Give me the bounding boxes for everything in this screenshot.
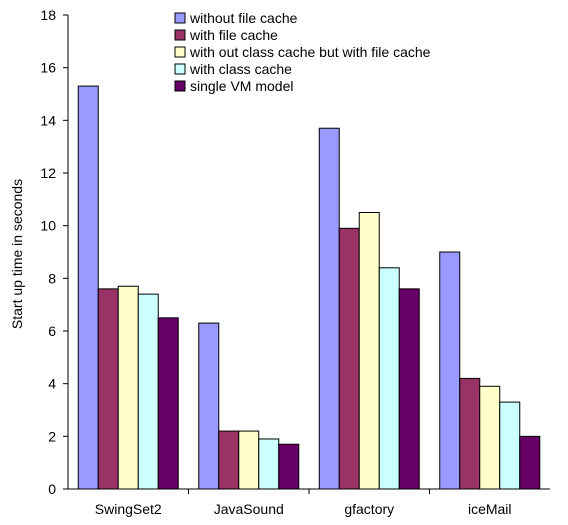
x-tick-label: iceMail — [468, 501, 512, 517]
bar-5-3 — [398, 288, 420, 490]
y-tick-label: 0 — [48, 481, 56, 497]
bar-4-2 — [258, 438, 280, 490]
bar-3-4 — [479, 385, 501, 490]
bar-2-3 — [338, 227, 360, 490]
y-tick-label: 2 — [48, 428, 56, 444]
bar-1-4 — [439, 251, 461, 490]
bar-4-1 — [137, 293, 159, 490]
bar-4-3 — [378, 267, 400, 490]
legend-label: without file cache — [189, 10, 298, 26]
x-labels-group: SwingSet2 JavaSound gfactory iceMail — [95, 489, 512, 517]
bar-2-4 — [459, 377, 481, 490]
x-tick-label: SwingSet2 — [95, 501, 162, 517]
y-tick-label: 14 — [40, 112, 56, 128]
legend-label: with out class cache but with file cache — [189, 44, 431, 60]
bar-3-2 — [238, 430, 260, 490]
legend-label: single VM model — [190, 78, 294, 94]
bar-3-3 — [358, 212, 380, 490]
y-tick-label: 6 — [48, 323, 56, 339]
bar-4-4 — [499, 401, 521, 490]
y-ticks-group: 0 2 4 6 8 10 12 14 16 18 — [40, 7, 68, 497]
legend-swatch — [174, 46, 186, 58]
bar-1-1 — [77, 85, 99, 490]
bars-group — [77, 85, 541, 490]
y-tick-label: 12 — [40, 165, 56, 181]
y-tick-label: 8 — [48, 270, 56, 286]
legend-label: with class cache — [189, 61, 292, 77]
legend-swatch — [174, 12, 186, 24]
y-tick-label: 18 — [40, 7, 56, 23]
bar-5-1 — [157, 317, 179, 490]
legend-swatch — [174, 63, 186, 75]
bar-5-2 — [278, 443, 300, 490]
bar-2-2 — [218, 430, 240, 490]
legend-label: with file cache — [189, 27, 278, 43]
bar-3-1 — [117, 285, 139, 490]
bar-1-3 — [318, 127, 340, 490]
bar-2-1 — [97, 288, 119, 490]
bar-1-2 — [198, 322, 220, 490]
x-tick-label: gfactory — [344, 501, 394, 517]
x-tick-label: JavaSound — [214, 501, 284, 517]
legend-swatch — [174, 80, 186, 92]
legend-swatch — [174, 29, 186, 41]
bar-5-4 — [519, 435, 541, 490]
y-axis-title: Start up time in seconds — [9, 179, 25, 329]
y-tick-label: 16 — [40, 60, 56, 76]
y-tick-label: 4 — [48, 376, 56, 392]
y-tick-label: 10 — [40, 218, 56, 234]
